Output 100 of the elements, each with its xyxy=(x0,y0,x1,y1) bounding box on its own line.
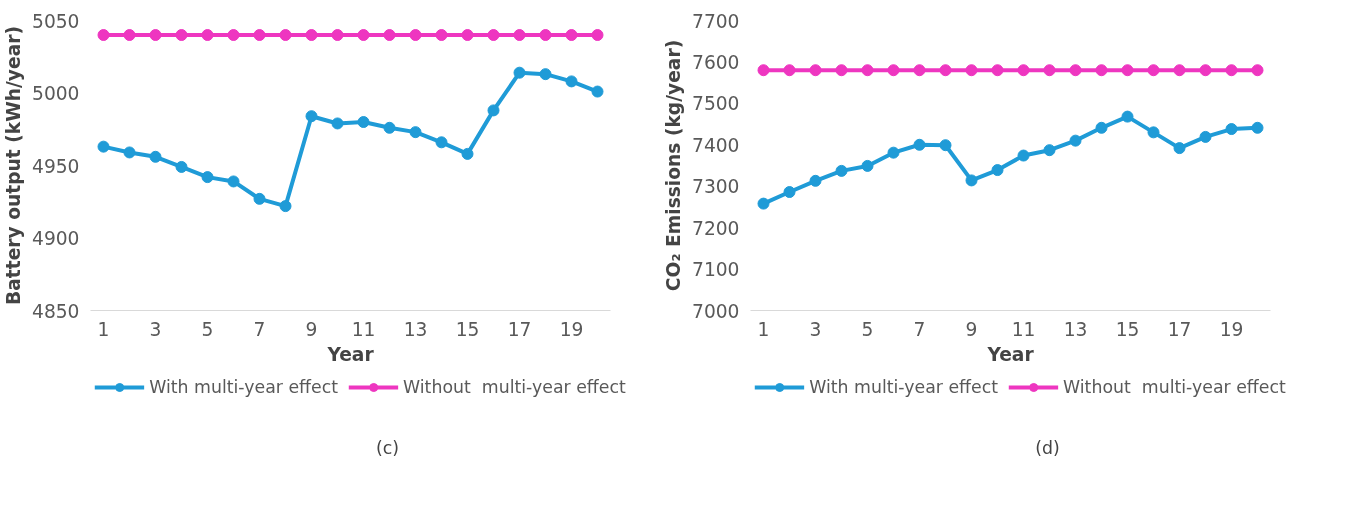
point xyxy=(175,160,188,173)
point xyxy=(461,29,474,41)
x-tick-label: 13 xyxy=(1063,318,1088,340)
y-tick-label: 7400 xyxy=(692,134,740,156)
point xyxy=(991,164,1004,177)
y-tick-label: 5000 xyxy=(32,83,80,104)
point xyxy=(913,64,926,77)
point xyxy=(513,29,526,41)
point xyxy=(97,29,110,41)
point xyxy=(175,29,188,41)
point xyxy=(939,64,952,77)
point xyxy=(913,138,926,151)
point xyxy=(97,140,110,153)
x-axis-title: Year xyxy=(986,343,1035,365)
point xyxy=(991,64,1004,77)
point xyxy=(887,146,900,159)
point xyxy=(1199,130,1212,143)
point xyxy=(487,104,500,117)
point xyxy=(1017,149,1030,162)
x-tick-label: 15 xyxy=(455,318,480,340)
point xyxy=(835,164,848,177)
x-tick-label: 11 xyxy=(351,318,376,340)
point xyxy=(409,29,422,41)
y-tick-label: 7300 xyxy=(692,176,740,198)
x-tick-label: 3 xyxy=(809,318,822,340)
x-tick-label: 7 xyxy=(253,318,266,340)
point xyxy=(1251,64,1264,77)
point xyxy=(861,64,874,77)
point xyxy=(1043,64,1056,77)
x-tick-label: 17 xyxy=(507,318,532,340)
point xyxy=(1225,64,1238,77)
point xyxy=(279,29,292,41)
point xyxy=(1147,126,1160,139)
point xyxy=(409,126,422,139)
x-tick-label: 11 xyxy=(1011,318,1036,340)
point xyxy=(1121,110,1134,123)
point xyxy=(1095,121,1108,134)
point xyxy=(1225,123,1238,136)
point xyxy=(809,174,822,187)
point xyxy=(1173,64,1186,77)
point xyxy=(357,116,370,128)
point xyxy=(783,64,796,77)
y-tick-label: 4900 xyxy=(32,228,80,249)
y-tick-label: 7500 xyxy=(692,93,740,115)
point xyxy=(513,66,526,79)
legend-label: With multi-year effect xyxy=(149,377,339,397)
point xyxy=(305,29,318,41)
point xyxy=(887,64,900,77)
point xyxy=(809,64,822,77)
point xyxy=(861,159,874,172)
point xyxy=(1017,64,1030,77)
point xyxy=(331,117,344,130)
point xyxy=(253,192,266,205)
point xyxy=(149,29,162,41)
x-tick-label: 9 xyxy=(965,318,978,340)
x-tick-label: 15 xyxy=(1115,318,1140,340)
point xyxy=(757,197,770,210)
point xyxy=(331,29,344,41)
y-tick-label: 7600 xyxy=(692,51,740,73)
point xyxy=(1199,64,1212,77)
x-tick-label: 7 xyxy=(913,318,926,340)
point xyxy=(305,110,318,123)
point xyxy=(435,29,448,41)
point xyxy=(539,68,552,81)
x-tick-label: 9 xyxy=(305,318,318,340)
point xyxy=(123,29,136,41)
point xyxy=(783,186,796,198)
point xyxy=(461,147,474,160)
legend-label: With multi-year effect xyxy=(809,377,999,397)
point xyxy=(435,136,448,149)
point xyxy=(1043,144,1056,157)
text: (c) xyxy=(375,437,400,458)
point xyxy=(939,139,952,152)
y-axis-title: CO₂ Emissions (kg/year) xyxy=(663,39,685,292)
point xyxy=(227,175,240,188)
y-axis-title: Battery output (kWh/year) xyxy=(3,26,25,305)
point xyxy=(487,29,500,41)
point xyxy=(539,29,552,41)
x-tick-label: 17 xyxy=(1167,318,1192,340)
point xyxy=(757,64,770,77)
point xyxy=(227,29,240,41)
legend-label: Without multi-year effect xyxy=(1063,377,1286,397)
x-tick-label: 3 xyxy=(149,318,162,340)
x-tick-label: 19 xyxy=(559,318,584,340)
x-tick-label: 1 xyxy=(757,318,770,340)
x-tick-label: 5 xyxy=(861,318,874,340)
point xyxy=(1121,64,1134,77)
x-axis-title: Year xyxy=(326,343,375,365)
point xyxy=(357,29,370,41)
point xyxy=(965,174,978,187)
point xyxy=(383,121,396,134)
point xyxy=(123,146,136,159)
y-tick-label: 7700 xyxy=(692,10,740,32)
x-tick-label: 13 xyxy=(403,318,428,340)
legend-label: Without multi-year effect xyxy=(403,377,626,397)
point xyxy=(1069,64,1082,77)
point xyxy=(1095,64,1108,77)
point xyxy=(279,200,292,213)
y-tick-label: 7000 xyxy=(692,300,740,322)
y-tick-label: 7100 xyxy=(692,259,740,281)
